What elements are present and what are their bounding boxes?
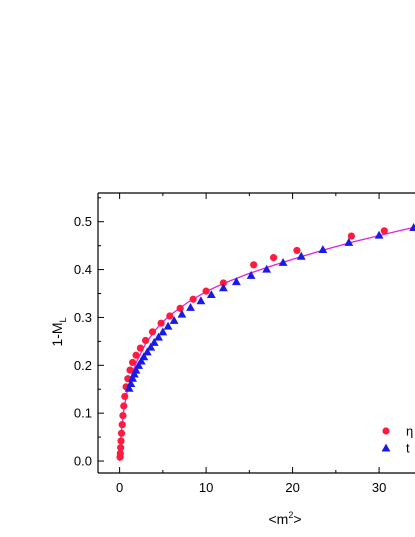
y-axis-title-sub: L [58,317,68,322]
data-point-triangle [344,237,354,246]
data-point-circle [189,295,197,303]
data-point-triangle [219,283,228,292]
data-point-triangle [136,356,146,365]
y-axis-title-base: 1-M [49,322,65,346]
data-point-circle [118,421,126,429]
data-point-circle [293,246,301,255]
data-point-circle [219,279,228,287]
data-point-triangle [128,373,137,382]
data-point-triangle [124,383,134,392]
fit-layer [118,226,415,462]
data-point-triangle [196,296,206,305]
data-point-triangle [134,360,144,369]
data-point-circle [120,402,128,410]
data-point-triangle [409,223,415,231]
data-point-circle [119,411,127,420]
data-point-triangle [139,352,149,361]
x-axis-title-end: > [293,511,301,527]
data-point-circle [136,344,144,352]
data-point-triangle [206,290,216,298]
y-tick-label: 0.5 [74,214,92,229]
data-point-triangle [186,302,195,311]
data-point-triangle [163,321,173,330]
data-point-circle [117,429,126,437]
data-point-triangle [131,365,141,374]
data-point-circle [116,449,124,457]
data-point-triangle [246,270,256,279]
data-point-circle [117,437,125,445]
data-point-circle [132,351,140,359]
data-point-circle [128,358,137,367]
data-point-triangle [231,277,241,286]
data-point-circle [148,328,157,336]
legend-label: t [406,441,410,456]
fit-curve [118,226,415,462]
data-point-circle [250,261,258,269]
data-point-triangle [262,264,272,273]
y-tick-label: 0.1 [74,406,92,421]
legend-label: η [406,424,413,439]
data-point-circle [166,312,174,320]
data-point-triangle [146,342,156,351]
data-point-circle [157,319,165,327]
data-point-circle [202,287,210,295]
data-point-circle [121,392,129,401]
x-axis-title-sup: 2 [288,510,293,520]
y-tick-label: 0.4 [74,262,92,277]
ticks-layer: 0 10 20 30 0.0 0.1 0.2 0.3 0.4 0.5 [74,193,386,495]
data-point-circle [141,336,150,345]
y-axis-title: 1-ML [49,317,68,346]
y-tick-label: 0.3 [74,310,92,325]
data-point-triangle [154,332,163,341]
y-tick-label: 0.0 [74,454,92,469]
x-tick-label: 0 [116,480,123,495]
x-axis-title: <m2> [268,510,301,527]
data-point-triangle [177,309,187,318]
data-point-triangle [296,251,306,260]
data-point-circle [117,444,125,452]
data-point-triangle [318,245,328,253]
legend-marker [382,427,390,435]
legend: ηt [381,424,413,456]
points-layer [116,223,415,461]
data-point-triangle [278,258,288,266]
x-tick-label: 30 [372,480,386,495]
data-point-triangle [149,337,159,346]
data-point-triangle [142,347,152,356]
data-point-circle [176,304,184,312]
data-point-triangle [126,379,136,388]
data-point-circle [126,366,134,374]
data-point-triangle [169,315,179,324]
data-point-triangle [374,230,384,239]
x-tick-label: 20 [285,480,299,495]
plot-frame [97,192,415,474]
x-axis-title-base: <m [268,511,288,527]
data-point-circle [380,227,388,235]
legend-marker [381,443,391,452]
data-point-circle [269,254,278,262]
x-tick-label: 10 [199,480,213,495]
y-tick-label: 0.2 [74,358,92,373]
data-point-circle [347,232,356,240]
data-point-triangle [158,327,168,336]
